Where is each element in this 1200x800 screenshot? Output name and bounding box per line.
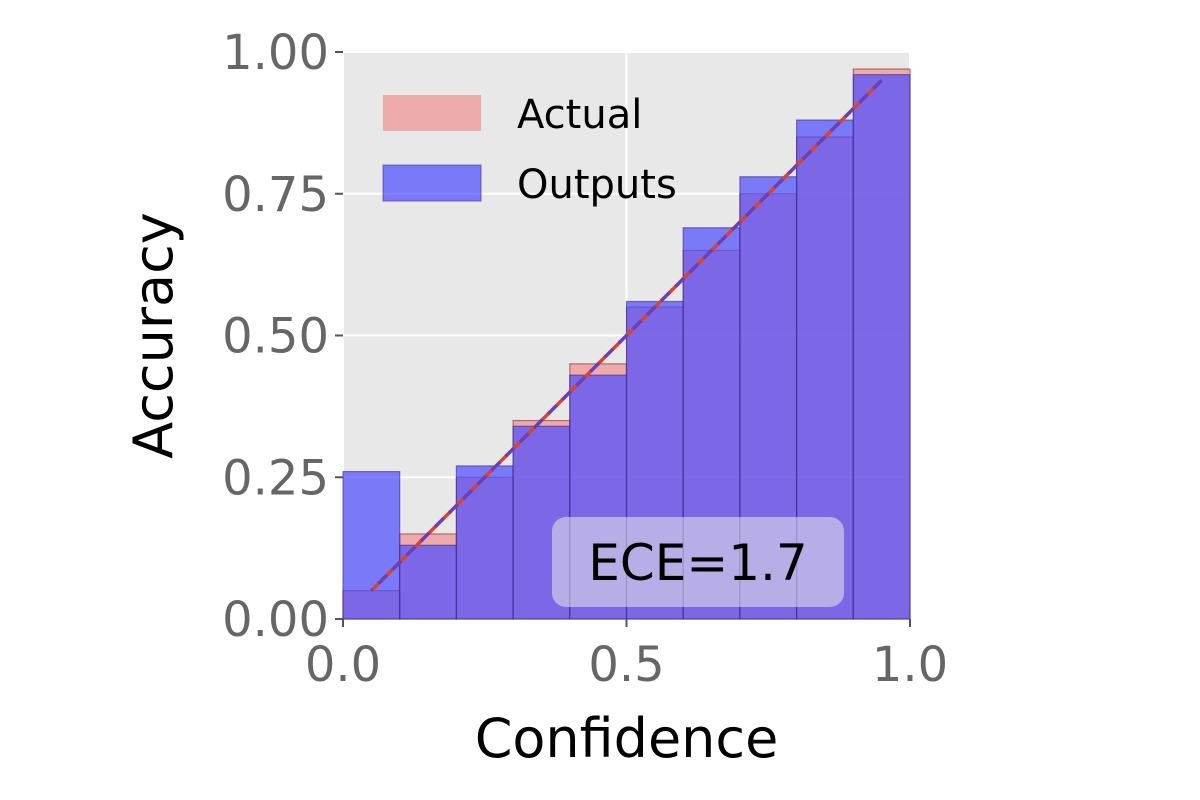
y-tick-label: 0.00 <box>222 592 329 648</box>
y-tick-label: 0.75 <box>222 167 329 223</box>
y-tick-label: 0.50 <box>222 309 329 365</box>
diagonal-reference <box>370 79 883 592</box>
legend-swatch-actual <box>383 95 481 131</box>
legend-label-actual: Actual <box>517 92 642 138</box>
legend-swatch-outputs <box>382 164 482 202</box>
bar-outputs <box>399 544 458 620</box>
legend-label-outputs: Outputs <box>517 162 677 208</box>
ece-text: ECE=1.7 <box>588 534 808 592</box>
y-axis-title: Accuracy <box>122 212 185 459</box>
axis-ticks: 0.00 0.25 0.50 0.75 1.00 0.0 0.5 1.0 <box>222 25 948 693</box>
x-tick-label: 1.0 <box>872 637 948 693</box>
y-tick-label: 1.00 <box>222 25 329 81</box>
x-tick-label: 0.0 <box>305 637 381 693</box>
legend: Actual Outputs <box>382 92 677 208</box>
x-axis-title: Confidence <box>475 707 779 770</box>
ece-box <box>552 517 844 607</box>
bar-outputs <box>852 74 911 620</box>
bar-outputs <box>455 465 514 620</box>
diagonal-line-outputs <box>370 79 883 592</box>
x-tick-label: 0.5 <box>588 637 664 693</box>
y-tick-label: 0.25 <box>222 450 329 506</box>
ece-annotation: ECE=1.7 <box>552 517 844 607</box>
bar-outputs <box>342 470 401 620</box>
